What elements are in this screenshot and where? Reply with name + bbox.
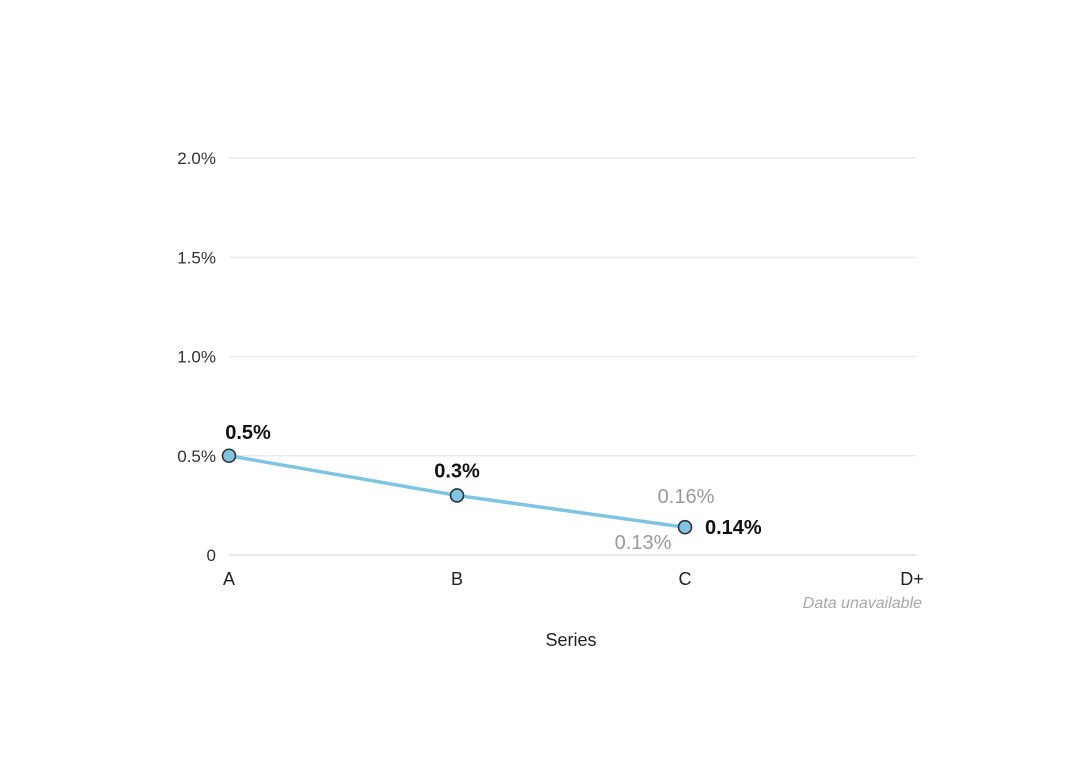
y-tick-label: 2.0% [177, 149, 216, 168]
data-point-marker [677, 519, 693, 535]
y-tick-label: 0 [207, 546, 216, 565]
data-point-marker [221, 448, 237, 464]
data-point-marker [449, 488, 465, 503]
x-tick-label: A [223, 569, 235, 589]
x-axis-ticks: A B C D+ [223, 569, 924, 589]
grid-lines [229, 157, 916, 556]
data-label: 0.3% [434, 460, 480, 482]
y-tick-label: 1.0% [177, 348, 216, 367]
range-low-label: 0.13% [615, 532, 672, 554]
y-tick-label: 0.5% [177, 447, 216, 466]
range-high-label: 0.16% [658, 486, 715, 508]
data-unavailable-note: Data unavailable [803, 595, 922, 612]
y-axis-ticks: 0 0.5% 1.0% 1.5% 2.0% [177, 149, 216, 565]
series-line-group [221, 448, 693, 535]
y-tick-label: 1.5% [177, 248, 216, 267]
data-label: 0.14% [705, 517, 762, 539]
x-tick-label: D+ [900, 569, 924, 589]
x-axis-title: Series [545, 630, 596, 650]
x-tick-label: B [451, 569, 463, 589]
x-tick-label: C [679, 569, 692, 589]
data-label: 0.5% [225, 422, 271, 444]
data-labels: 0.5% 0.3% 0.14% 0.16% 0.13% [225, 422, 762, 554]
